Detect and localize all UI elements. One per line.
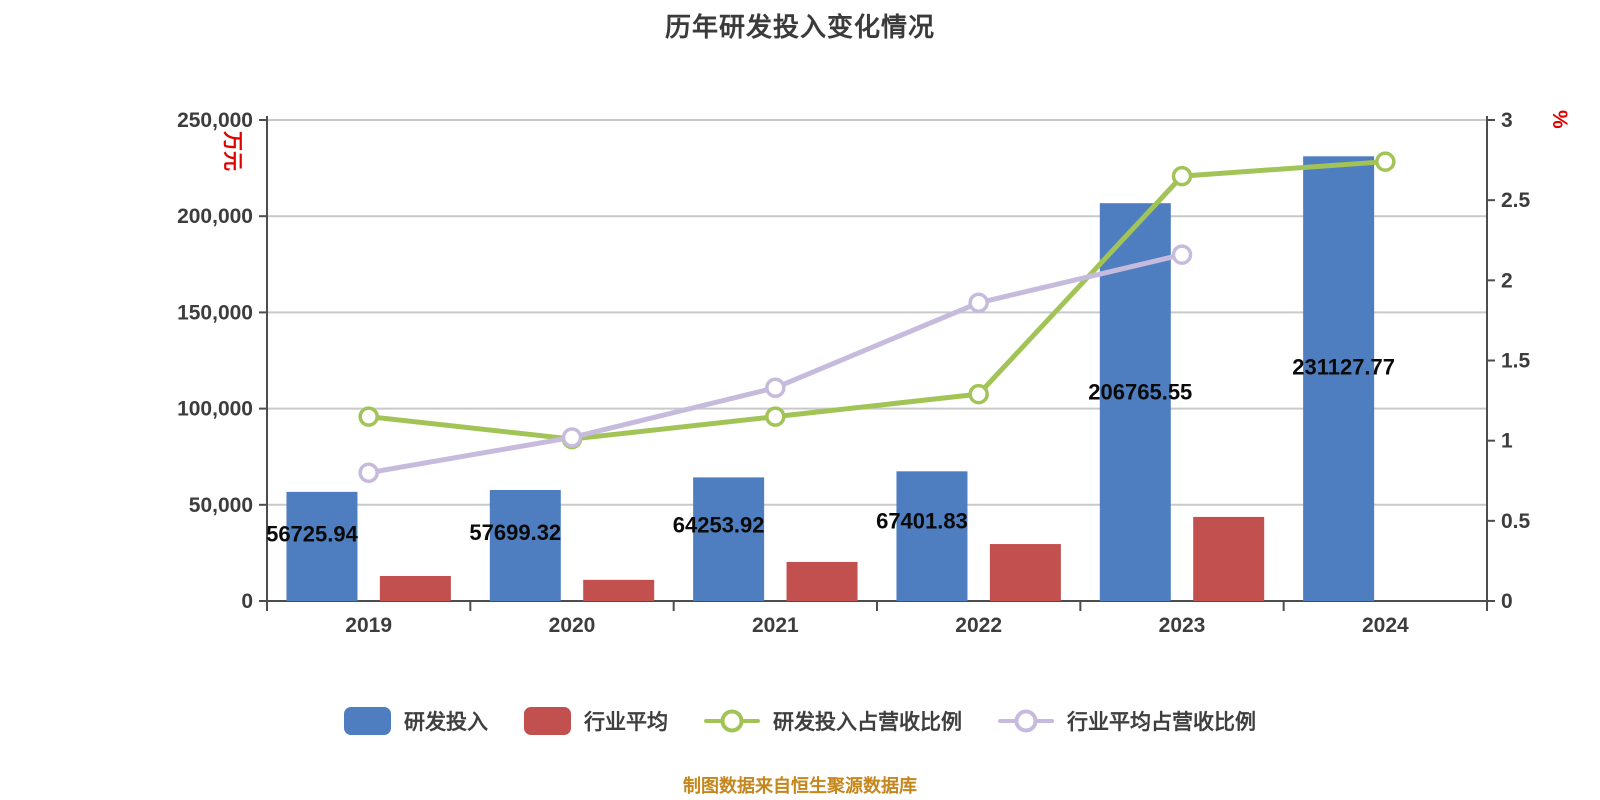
y-right-tick-label: 0	[1501, 590, 1513, 613]
bar-rd-2019	[286, 491, 358, 601]
left-axis-unit-label: 万元	[221, 130, 243, 171]
bar-rd-2024	[1303, 156, 1375, 601]
marker-rd-ratio-2023	[1171, 165, 1193, 187]
source-note: 制图数据来自恒生聚源数据库	[683, 776, 917, 796]
y-right-tick-label: 2	[1501, 269, 1513, 292]
legend-swatch-icon	[524, 707, 571, 735]
x-tick-label: 2023	[1159, 614, 1206, 637]
legend-item-0[interactable]: 研发投入	[344, 706, 488, 736]
value-label-2021: 64253.92	[673, 512, 765, 537]
bar-rd-2020	[489, 489, 561, 601]
x-tick-label: 2021	[752, 614, 799, 637]
bar-industry-2023	[1193, 516, 1265, 601]
legend: 研发投入 行业平均 研发投入占营收比例 行业平均占营收比例	[0, 706, 1600, 736]
value-label-2022: 67401.83	[876, 509, 968, 534]
legend-line-marker-icon	[998, 707, 1054, 735]
bar-industry-2019	[379, 575, 451, 601]
line-industry-ratio	[366, 252, 1185, 476]
plot-area: 0 50,000 100,000 150,000 200,000 250,000 0 0.5 1…	[177, 109, 1571, 637]
bar-rd-2021	[693, 477, 765, 601]
legend-dot-icon	[1014, 709, 1038, 733]
value-label-2020: 57699.32	[469, 520, 561, 545]
legend-line-marker-icon	[704, 707, 760, 735]
y-left-tick-label: 200,000	[177, 205, 253, 228]
legend-item-2[interactable]: 研发投入占营收比例	[704, 706, 962, 736]
marker-industry-ratio-2020	[561, 427, 583, 448]
bar-rd-2022	[896, 471, 968, 601]
legend-label: 研发投入	[404, 711, 488, 734]
value-label-2024: 231127.77	[1292, 355, 1395, 380]
legend-dot-icon	[720, 709, 744, 733]
y-left-tick-label: 0	[241, 590, 253, 613]
legend-swatch-icon	[344, 707, 391, 735]
chart-title: 历年研发投入变化情况	[664, 12, 935, 42]
y-right-tick-label: 2.5	[1501, 189, 1531, 212]
value-label-2019: 56725.94	[266, 521, 359, 546]
marker-rd-ratio-2019	[358, 406, 379, 427]
marker-rd-ratio-2024	[1375, 151, 1396, 172]
right-axis-unit-label: %	[1548, 110, 1571, 129]
value-label-2023: 206765.55	[1088, 379, 1192, 404]
y-left-tick-label: 250,000	[177, 109, 253, 132]
marker-industry-ratio-2022	[968, 292, 989, 314]
legend-label: 研发投入占营收比例	[773, 711, 962, 734]
y-left-tick-label: 100,000	[177, 398, 253, 421]
marker-rd-ratio-2021	[765, 406, 786, 427]
bar-industry-2022	[989, 544, 1061, 601]
y-right-tick-label: 0.5	[1501, 510, 1531, 533]
bar-industry-2020	[583, 579, 655, 601]
y-right-tick-label: 1.5	[1501, 350, 1531, 373]
marker-industry-ratio-2021	[765, 377, 786, 399]
x-tick-label: 2019	[345, 614, 392, 637]
marker-industry-ratio-2019	[358, 462, 379, 483]
legend-label: 行业平均	[584, 711, 668, 734]
marker-industry-ratio-2023	[1171, 244, 1193, 265]
y-left-tick-label: 50,000	[189, 494, 253, 517]
y-right-tick-label: 1	[1501, 430, 1513, 453]
line-rd-ratio	[366, 159, 1388, 442]
y-left-tick-label: 150,000	[177, 301, 253, 324]
x-tick-label: 2022	[955, 614, 1002, 637]
x-tick-label: 2020	[549, 614, 596, 637]
x-tick-label: 2024	[1362, 614, 1409, 637]
legend-item-1[interactable]: 行业平均	[524, 706, 668, 736]
marker-rd-ratio-2022	[968, 383, 989, 405]
bar-industry-2021	[786, 561, 858, 601]
legend-label: 行业平均占营收比例	[1067, 711, 1256, 734]
legend-item-3[interactable]: 行业平均占营收比例	[998, 706, 1256, 736]
y-right-tick-label: 3	[1501, 109, 1513, 132]
